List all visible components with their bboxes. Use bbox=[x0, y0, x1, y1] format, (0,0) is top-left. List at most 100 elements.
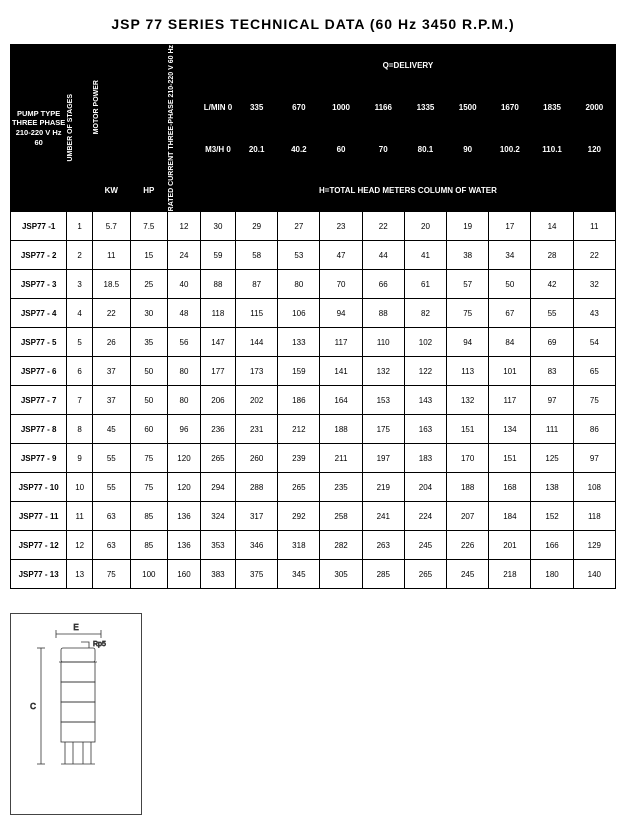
model-cell: JSP77 - 9 bbox=[11, 444, 67, 473]
data-cell: 186 bbox=[278, 386, 320, 415]
data-cell: 17 bbox=[489, 212, 531, 241]
data-cell: 20 bbox=[404, 212, 446, 241]
data-cell: 63 bbox=[93, 531, 131, 560]
data-cell: 35 bbox=[130, 328, 168, 357]
data-cell: 87 bbox=[236, 270, 278, 299]
data-cell: 83 bbox=[531, 357, 573, 386]
header-kw: KW bbox=[93, 170, 131, 212]
data-cell: 80 bbox=[168, 357, 201, 386]
data-cell: 94 bbox=[320, 299, 362, 328]
data-cell: 241 bbox=[362, 502, 404, 531]
table-row: JSP77 - 10105575120294288265235219204188… bbox=[11, 473, 616, 502]
data-cell: 75 bbox=[93, 560, 131, 589]
data-cell: 86 bbox=[573, 415, 615, 444]
table-body: JSP77 -115.77.51230292723222019171411JSP… bbox=[11, 212, 616, 589]
data-cell: 32 bbox=[573, 270, 615, 299]
data-cell: 6 bbox=[67, 357, 93, 386]
data-cell: 22 bbox=[93, 299, 131, 328]
data-cell: 97 bbox=[531, 386, 573, 415]
data-cell: 324 bbox=[200, 502, 235, 531]
data-cell: 346 bbox=[236, 531, 278, 560]
data-cell: 138 bbox=[531, 473, 573, 502]
data-cell: 159 bbox=[278, 357, 320, 386]
data-cell: 53 bbox=[278, 241, 320, 270]
data-cell: 106 bbox=[278, 299, 320, 328]
data-cell: 66 bbox=[362, 270, 404, 299]
data-cell: 353 bbox=[200, 531, 235, 560]
m3h-val: 90 bbox=[447, 128, 489, 170]
data-cell: 141 bbox=[320, 357, 362, 386]
data-cell: 317 bbox=[236, 502, 278, 531]
data-cell: 163 bbox=[404, 415, 446, 444]
data-cell: 188 bbox=[320, 415, 362, 444]
data-cell: 70 bbox=[320, 270, 362, 299]
data-cell: 7.5 bbox=[130, 212, 168, 241]
m3h-val: 20.1 bbox=[236, 128, 278, 170]
data-cell: 265 bbox=[278, 473, 320, 502]
data-cell: 202 bbox=[236, 386, 278, 415]
header-head: H=TOTAL HEAD METERS COLUMN OF WATER bbox=[200, 170, 615, 212]
data-cell: 69 bbox=[531, 328, 573, 357]
technical-data-table: PUMP TYPE THREE PHASE 210-220 V Hz 60 UM… bbox=[10, 44, 616, 589]
data-cell: 318 bbox=[278, 531, 320, 560]
lmin-val: 1335 bbox=[404, 86, 446, 128]
data-cell: 15 bbox=[130, 241, 168, 270]
data-cell: 218 bbox=[489, 560, 531, 589]
table-row: JSP77 - 13137510016038337534530528526524… bbox=[11, 560, 616, 589]
data-cell: 164 bbox=[320, 386, 362, 415]
data-cell: 180 bbox=[531, 560, 573, 589]
data-cell: 375 bbox=[236, 560, 278, 589]
header-motor-power: MOTOR POWER bbox=[93, 45, 168, 170]
data-cell: 22 bbox=[362, 212, 404, 241]
data-cell: 58 bbox=[236, 241, 278, 270]
m3h-val: 40.2 bbox=[278, 128, 320, 170]
data-cell: 110 bbox=[362, 328, 404, 357]
data-cell: 85 bbox=[130, 531, 168, 560]
data-cell: 134 bbox=[489, 415, 531, 444]
data-cell: 94 bbox=[447, 328, 489, 357]
data-cell: 211 bbox=[320, 444, 362, 473]
data-cell: 10 bbox=[67, 473, 93, 502]
model-cell: JSP77 -1 bbox=[11, 212, 67, 241]
data-cell: 118 bbox=[200, 299, 235, 328]
lmin-val: 1835 bbox=[531, 86, 573, 128]
data-cell: 1 bbox=[67, 212, 93, 241]
data-cell: 38 bbox=[447, 241, 489, 270]
data-cell: 288 bbox=[236, 473, 278, 502]
data-cell: 40 bbox=[168, 270, 201, 299]
data-cell: 201 bbox=[489, 531, 531, 560]
data-cell: 258 bbox=[320, 502, 362, 531]
data-cell: 113 bbox=[447, 357, 489, 386]
data-cell: 265 bbox=[200, 444, 235, 473]
data-cell: 177 bbox=[200, 357, 235, 386]
table-row: JSP77 - 3318.5254088878070666157504232 bbox=[11, 270, 616, 299]
model-cell: JSP77 - 4 bbox=[11, 299, 67, 328]
data-cell: 97 bbox=[573, 444, 615, 473]
data-cell: 14 bbox=[531, 212, 573, 241]
data-cell: 151 bbox=[447, 415, 489, 444]
data-cell: 236 bbox=[200, 415, 235, 444]
data-cell: 75 bbox=[130, 473, 168, 502]
data-cell: 56 bbox=[168, 328, 201, 357]
data-cell: 19 bbox=[447, 212, 489, 241]
m3h-val: 110.1 bbox=[531, 128, 573, 170]
data-cell: 88 bbox=[362, 299, 404, 328]
data-cell: 285 bbox=[362, 560, 404, 589]
data-cell: 24 bbox=[168, 241, 201, 270]
data-cell: 170 bbox=[447, 444, 489, 473]
data-cell: 144 bbox=[236, 328, 278, 357]
data-cell: 37 bbox=[93, 386, 131, 415]
header-q-delivery: Q=DELIVERY bbox=[200, 45, 615, 87]
data-cell: 61 bbox=[404, 270, 446, 299]
data-cell: 11 bbox=[93, 241, 131, 270]
data-cell: 45 bbox=[93, 415, 131, 444]
data-cell: 224 bbox=[404, 502, 446, 531]
data-cell: 147 bbox=[200, 328, 235, 357]
data-cell: 75 bbox=[447, 299, 489, 328]
data-cell: 122 bbox=[404, 357, 446, 386]
table-row: JSP77 - 12126385136353346318282263245226… bbox=[11, 531, 616, 560]
data-cell: 125 bbox=[531, 444, 573, 473]
data-cell: 212 bbox=[278, 415, 320, 444]
data-cell: 245 bbox=[404, 531, 446, 560]
dim-c: C bbox=[30, 702, 36, 711]
